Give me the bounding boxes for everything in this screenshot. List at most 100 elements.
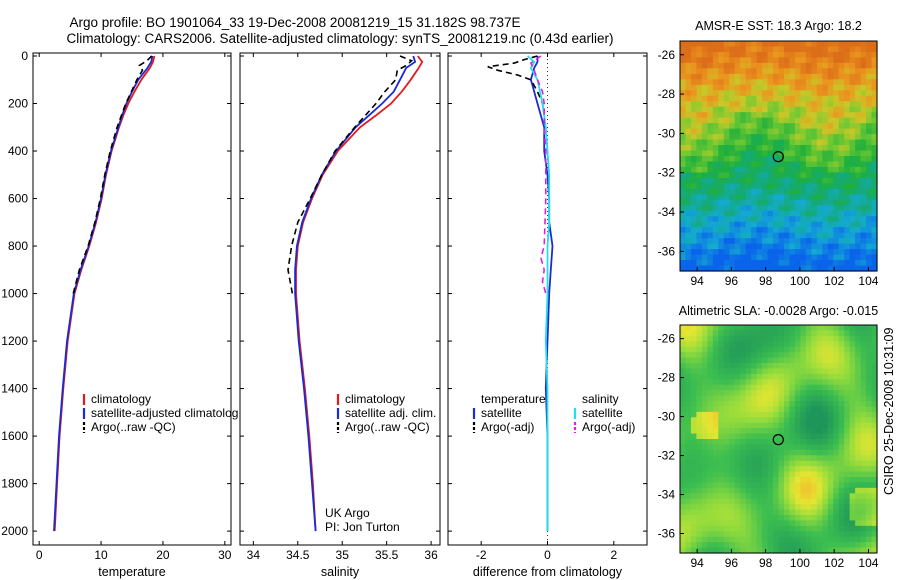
sst-map-cell <box>690 90 698 97</box>
sla-map-cell <box>773 330 780 337</box>
sst-map-cell <box>871 232 878 239</box>
sst-map-cell <box>762 216 769 223</box>
sla-map-cell <box>707 341 714 348</box>
sla-map-cell <box>866 379 873 386</box>
sla-map-cell <box>680 547 687 554</box>
sst-map-cell <box>871 260 878 267</box>
difference-panel-xtick-label-0: -2 <box>476 548 487 562</box>
sst-map-cell <box>822 265 829 272</box>
sst-map-cell <box>794 73 801 80</box>
sla-map-cell <box>833 346 840 353</box>
sla-map-cell <box>827 504 834 511</box>
sla-map-cell <box>838 346 845 353</box>
sst-map-cell <box>811 243 818 250</box>
sla-map-cell <box>778 341 785 348</box>
sst-map-cell <box>707 101 714 108</box>
sla-map-cell <box>833 520 840 527</box>
sst-map-cell <box>805 145 812 152</box>
sst-map-cell <box>734 101 741 108</box>
sla-map-cell <box>783 368 791 375</box>
sla-map-cell <box>773 417 780 424</box>
sst-map-cell <box>783 123 791 130</box>
sla-map-cell <box>838 547 845 554</box>
sla-map-cell <box>800 525 807 532</box>
sst-map-cell <box>816 232 823 239</box>
sla-map-cell <box>762 525 769 532</box>
sla-map-cell <box>844 471 851 478</box>
sla-map-cell <box>822 357 829 364</box>
sla-map-cell <box>740 330 747 337</box>
sst-map-cell <box>751 161 758 168</box>
sst-map-cell <box>745 232 752 239</box>
sst-map-cell <box>685 188 692 195</box>
sla-map-cell <box>844 341 851 348</box>
sst-map-cell <box>751 46 758 53</box>
sla-map-cell <box>816 357 823 364</box>
sla-map-cell <box>783 525 791 532</box>
sla-map-cell <box>844 455 851 462</box>
sla-map-cell <box>712 460 719 467</box>
sla-map-cell <box>866 373 873 380</box>
sst-map-cell <box>860 73 867 80</box>
sla-map-cell <box>690 504 698 511</box>
sst-map-cell <box>789 68 796 75</box>
sla-map-cell <box>822 547 829 554</box>
sst-map-cell <box>783 216 791 223</box>
sla-map-cell <box>756 325 763 332</box>
sst-map-cell <box>794 188 801 195</box>
sla-map-cell <box>827 433 834 440</box>
sst-map-cell <box>833 73 840 80</box>
sst-map-cell <box>751 139 758 146</box>
sst-map-cell <box>778 161 785 168</box>
sst-map-cell <box>729 84 736 91</box>
sla-map-cell <box>745 509 752 516</box>
sst-map-cell <box>734 139 741 146</box>
sst-map-cell <box>756 73 763 80</box>
sla-map-cell <box>729 368 736 375</box>
sla-map-cell <box>745 417 752 424</box>
sla-map-cell <box>855 455 862 462</box>
sst-map-cell <box>712 221 719 228</box>
sla-map-cell <box>680 368 687 375</box>
sst-map-cell <box>707 117 714 124</box>
sla-map-cell <box>712 439 719 446</box>
sla-map-cell <box>745 525 752 532</box>
sst-map-cell <box>680 41 687 48</box>
sla-map-cell <box>718 363 725 370</box>
sla-map-cell <box>734 439 741 446</box>
sst-map-cell <box>838 139 845 146</box>
sla-map-cell <box>838 477 845 484</box>
sst-map-cell <box>811 188 818 195</box>
sla-map-cell <box>789 498 796 505</box>
sla-map-cell <box>740 384 747 391</box>
sst-map-cell <box>816 221 823 228</box>
sst-map-cell <box>756 232 763 239</box>
sst-map-cell <box>866 243 873 250</box>
sla-map-cell <box>685 373 692 380</box>
sla-map-cell <box>745 428 752 435</box>
sst-map-cell <box>701 238 708 245</box>
sst-map-cell <box>838 194 845 201</box>
sla-map-cell <box>866 525 873 532</box>
sst-map-cell <box>860 260 867 267</box>
temperature-panel-series-argo-raw-qc- <box>72 55 153 294</box>
sla-map-cell <box>833 493 840 500</box>
sla-map-cell <box>707 330 714 337</box>
sst-map-cell <box>783 106 791 113</box>
sla-map-cell <box>762 520 769 527</box>
sst-map-cell <box>800 199 807 206</box>
sla-map-cell <box>778 357 785 364</box>
sst-map-cell <box>685 265 692 272</box>
sla-map-cell <box>844 433 851 440</box>
sla-map-cell <box>723 504 730 511</box>
sst-map-cell <box>685 68 692 75</box>
sst-map-cell <box>701 62 708 69</box>
sla-map-cell <box>723 390 730 397</box>
sla-map-cell <box>800 363 807 370</box>
sla-map-cell <box>773 455 780 462</box>
sst-map-cell <box>773 260 780 267</box>
sla-map-cell <box>849 487 856 494</box>
sst-map-cell <box>707 199 714 206</box>
sla-map-cell <box>816 363 823 370</box>
sla-map-cell <box>707 531 714 538</box>
